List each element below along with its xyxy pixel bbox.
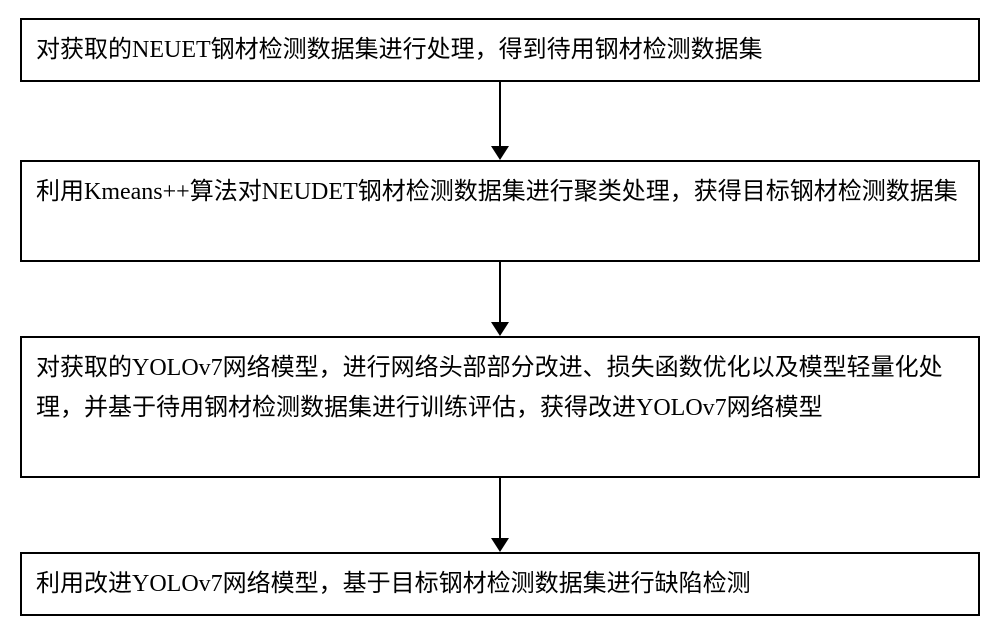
flowchart-node-label: 对获取的YOLOv7网络模型，进行网络头部部分改进、损失函数优化以及模型轻量化处… (36, 348, 964, 428)
flowchart-node-label: 对获取的NEUET钢材检测数据集进行处理，得到待用钢材检测数据集 (36, 30, 964, 70)
flowchart-node-label: 利用Kmeans++算法对NEUDET钢材检测数据集进行聚类处理，获得目标钢材检… (36, 172, 964, 212)
flowchart-arrow (489, 478, 511, 552)
flowchart-node-n1: 对获取的NEUET钢材检测数据集进行处理，得到待用钢材检测数据集 (20, 18, 980, 82)
flowchart-arrow (489, 82, 511, 160)
flowchart-node-n4: 利用改进YOLOv7网络模型，基于目标钢材检测数据集进行缺陷检测 (20, 552, 980, 616)
flowchart-arrow (489, 262, 511, 336)
flowchart-node-n3: 对获取的YOLOv7网络模型，进行网络头部部分改进、损失函数优化以及模型轻量化处… (20, 336, 980, 478)
flowchart-node-n2: 利用Kmeans++算法对NEUDET钢材检测数据集进行聚类处理，获得目标钢材检… (20, 160, 980, 262)
flowchart-canvas: 对获取的NEUET钢材检测数据集进行处理，得到待用钢材检测数据集利用Kmeans… (0, 0, 1000, 636)
flowchart-node-label: 利用改进YOLOv7网络模型，基于目标钢材检测数据集进行缺陷检测 (36, 564, 964, 604)
